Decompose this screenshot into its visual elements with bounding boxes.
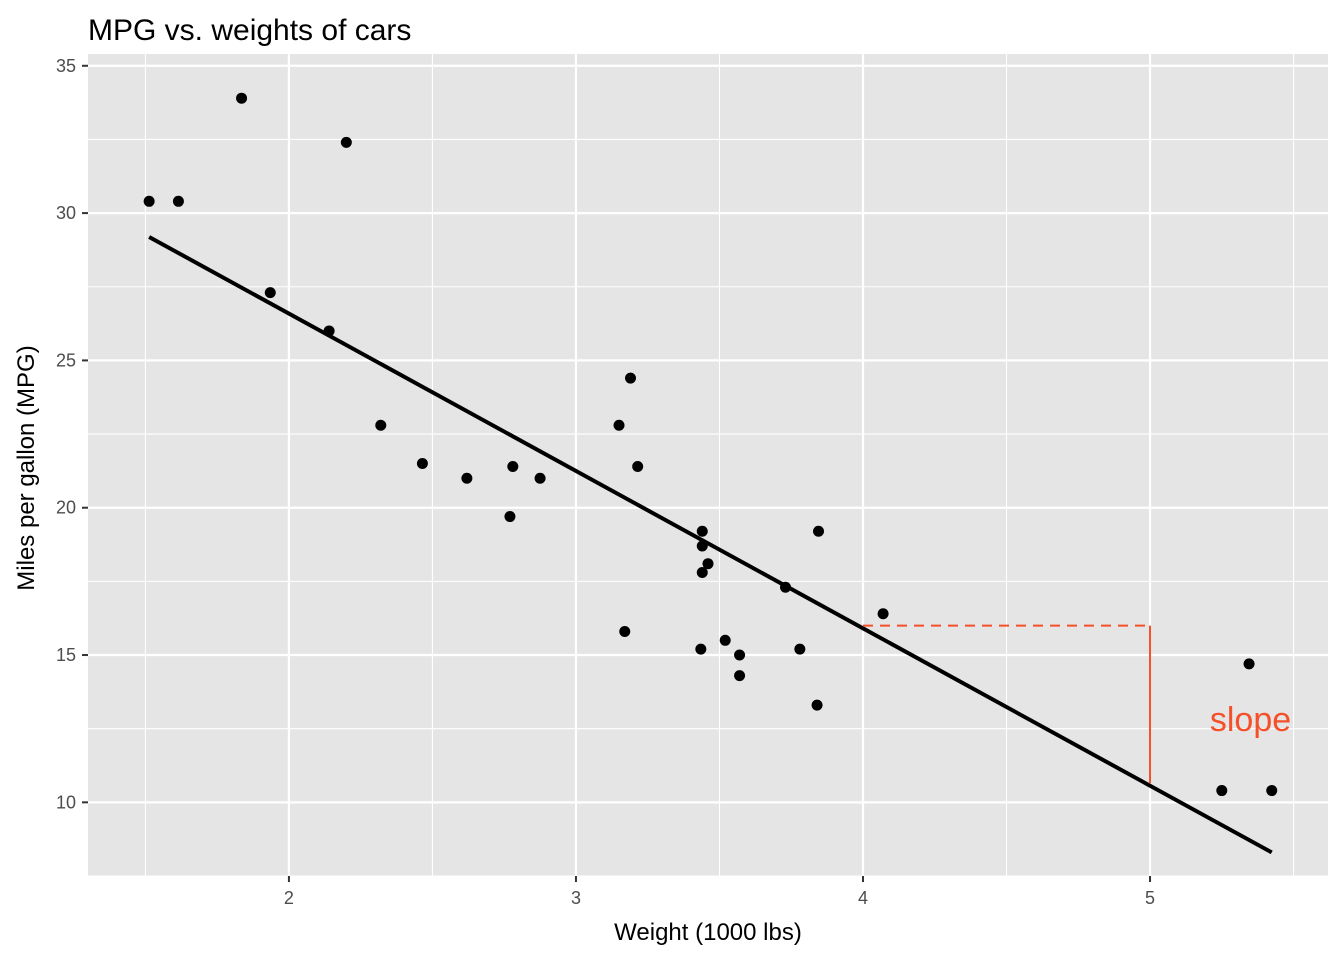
data-point [375,419,387,431]
major-gridlines [88,54,1328,876]
y-tick-label: 15 [56,645,76,665]
data-point [625,372,636,384]
minor-gridlines [88,54,1328,877]
data-point [507,460,519,472]
x-axis-title: Weight (1000 lbs) [614,919,802,946]
y-tick-label: 10 [56,792,76,812]
data-point [811,699,823,711]
y-tick-label: 35 [56,56,76,76]
data-point [172,195,184,207]
data-point [719,634,731,646]
data-point [734,649,746,661]
data-point [695,643,707,655]
data-point [1266,785,1278,797]
y-tick-label: 25 [56,350,76,370]
chart-title: MPG vs. weights of cars [88,14,411,47]
data-point [461,472,473,484]
data-point [416,458,428,470]
x-tick-label: 5 [1145,888,1155,908]
data-point [794,643,806,655]
data-point [734,670,746,682]
data-point [877,608,889,620]
data-point [143,195,155,207]
data-point [813,525,825,537]
data-points [143,92,1278,797]
y-tick-label: 30 [56,203,76,223]
data-point [613,419,625,431]
plot-panel [88,54,1328,876]
axis-ticks [82,64,1152,882]
data-point [504,511,516,523]
y-tick-label: 20 [56,498,76,518]
data-point [696,525,708,537]
y-tick-labels: 10 15 20 25 30 35 [56,56,76,813]
x-tick-label: 2 [284,888,294,908]
data-point [702,558,714,570]
data-point [1243,658,1255,670]
y-axis-title: Miles per gallon (MPG) [13,345,40,590]
data-point [696,567,708,579]
x-tick-label: 3 [571,888,581,908]
data-point [534,472,546,484]
x-tick-label: 4 [858,888,868,908]
slope-annotation-label: slope [1210,701,1291,739]
data-point [619,625,631,637]
data-point [236,92,248,104]
data-point [1216,785,1228,797]
data-point [264,287,276,299]
x-tick-labels: 2 3 4 5 [284,888,1155,908]
data-point [340,136,352,148]
data-point [632,460,644,472]
regression-line [148,235,1273,855]
